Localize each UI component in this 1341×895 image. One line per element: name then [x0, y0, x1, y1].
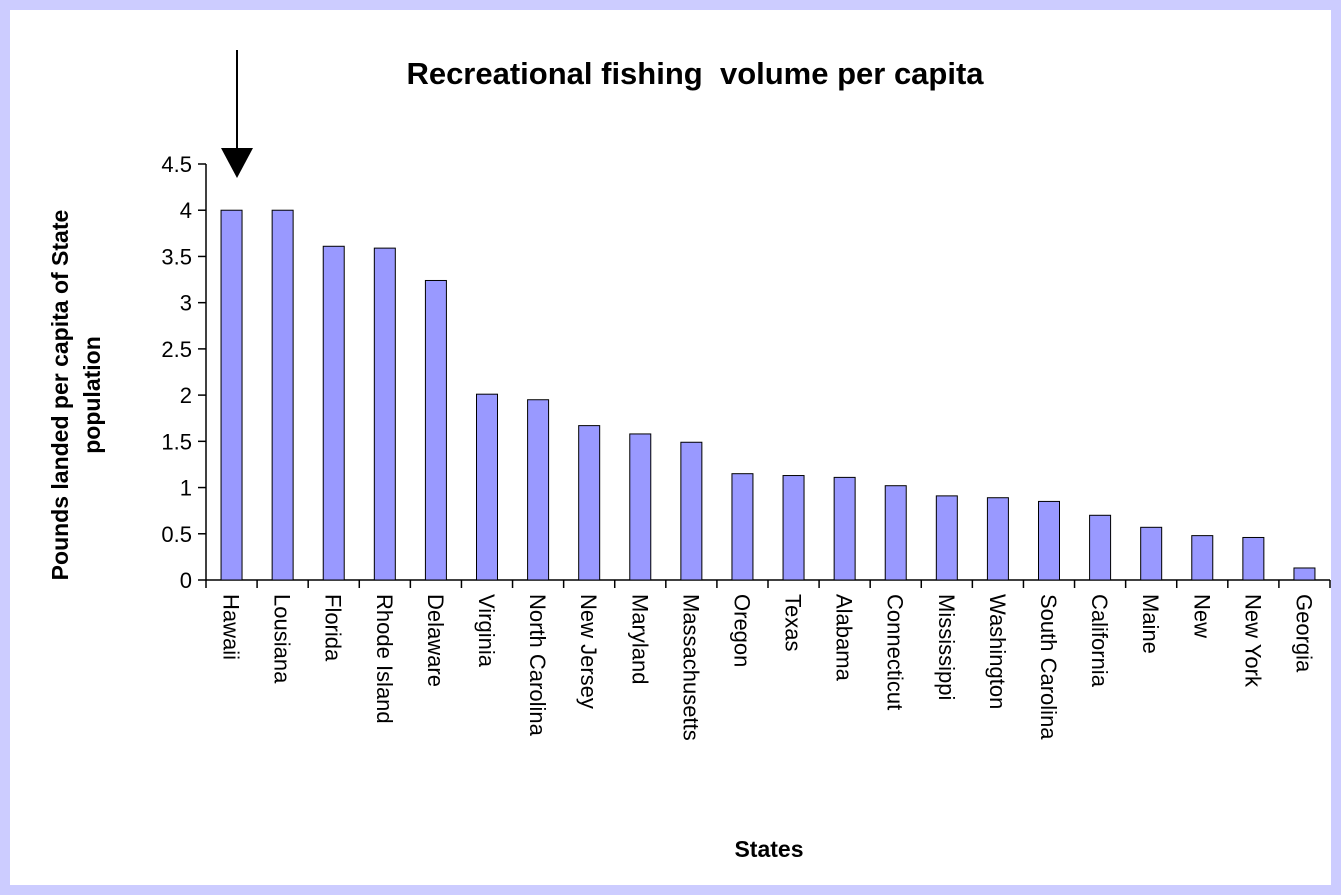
y-tick-label: 0.5 [161, 522, 192, 547]
bar-georgia [1293, 567, 1316, 581]
chart-frame: Recreational fishing volume per capita P… [10, 10, 1331, 885]
x-category-label: South Carolina [1036, 594, 1061, 740]
bar-florida [322, 245, 345, 581]
x-category-label: Rhode Island [372, 594, 397, 724]
x-category-label: Massachusetts [678, 594, 703, 741]
x-category-label: Mississippi [934, 594, 959, 700]
bar-mississippi [935, 495, 958, 581]
bar-oregon [731, 473, 754, 581]
bar-hawaii [220, 209, 243, 581]
bar-connecticut [884, 485, 907, 581]
x-category-label: Maryland [627, 594, 652, 684]
bar-maine [1140, 526, 1163, 581]
bar-maryland [629, 433, 652, 581]
bar-new-jersey [578, 425, 601, 581]
x-category-label: Lousiana [270, 594, 295, 684]
bar-north-carolina [527, 399, 550, 581]
x-category-label: North Carolina [525, 594, 550, 737]
y-tick-label: 3 [180, 291, 192, 316]
arrow-head [221, 148, 253, 178]
hawaii-arrow-annotation [221, 50, 253, 178]
bar-chart: Recreational fishing volume per capita P… [47, 50, 1331, 862]
bar-rhode-island [373, 247, 396, 581]
x-category-label: Maine [1138, 594, 1163, 654]
bar-south-carolina [1038, 500, 1060, 581]
bar-california [1089, 514, 1112, 581]
y-tick-label: 4.5 [161, 152, 192, 177]
y-tick-label: 1.5 [161, 429, 192, 454]
x-category-label: New York [1240, 594, 1265, 688]
bar-new-york [1242, 536, 1265, 581]
y-tick-label: 4 [180, 198, 192, 223]
x-category-label: California [1087, 594, 1112, 688]
x-category-label: Hawaii [219, 594, 244, 660]
y-axis-title-line-1: Pounds landed per capita of State [47, 210, 73, 581]
x-category-label: Delaware [423, 594, 448, 687]
y-tick-label: 2 [180, 383, 192, 408]
chart-title: Recreational fishing volume per capita [406, 56, 984, 91]
x-category-label: Connecticut [883, 594, 908, 710]
y-axis-title: Pounds landed per capita of State popula… [47, 210, 105, 581]
x-category-label: Alabama [832, 594, 857, 682]
x-category-label: Georgia [1291, 594, 1316, 673]
bar-alabama [833, 476, 856, 581]
bar-lousiana [271, 209, 294, 581]
y-tick-label: 1 [180, 476, 192, 501]
x-category-label: Florida [321, 594, 346, 662]
y-axis-title-line-2: population [79, 336, 105, 454]
x-category-label: Texas [781, 594, 806, 651]
x-category-label: Virginia [474, 594, 499, 668]
y-tick-label: 3.5 [161, 244, 192, 269]
bar-texas [782, 475, 805, 581]
x-category-label: New [1189, 594, 1214, 638]
y-tick-label: 2.5 [161, 337, 192, 362]
x-category-label: Oregon [729, 594, 754, 667]
x-axis-title: States [734, 836, 803, 862]
bar-washington [986, 497, 1009, 581]
bar-massachusetts [680, 441, 703, 581]
bar-new [1191, 535, 1214, 581]
x-category-label: Washington [985, 594, 1010, 709]
y-tick-label: 0 [180, 568, 192, 593]
x-category-label: New Jersey [576, 594, 601, 709]
bar-delaware [424, 279, 447, 581]
bar-virginia [476, 393, 498, 581]
